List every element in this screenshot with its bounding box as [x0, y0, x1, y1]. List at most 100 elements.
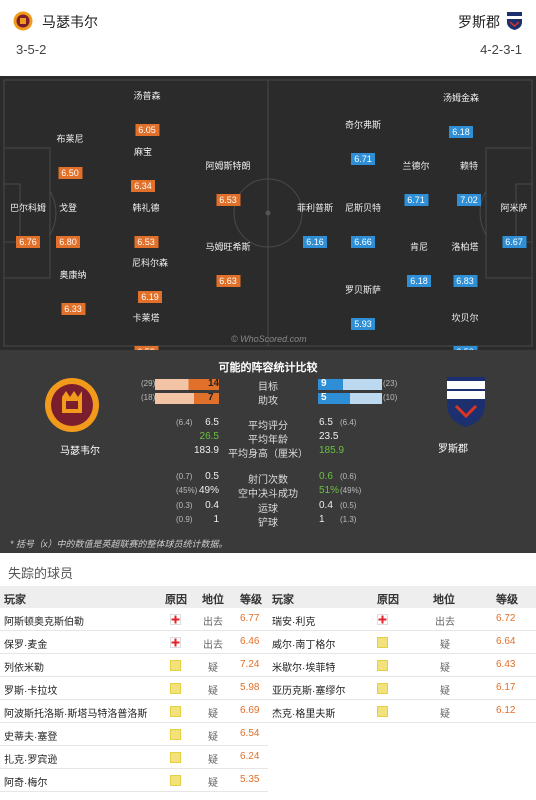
home-stat-value: 7: [208, 392, 214, 403]
missing-player-name[interactable]: 米歇尔·埃菲特: [272, 663, 336, 674]
home-player[interactable]: 阿姆斯特朗 6.53: [205, 160, 251, 208]
home-stat-value: 0.4: [205, 500, 219, 511]
away-stat-value: 5: [321, 392, 327, 403]
table-row[interactable]: 亚历克斯·塞缪尔 疑 6.17: [268, 677, 536, 700]
player-name: 坎贝尔: [451, 313, 479, 323]
away-stat-bar: [318, 379, 382, 390]
player-name: 尼科尔森: [131, 258, 169, 268]
player-rating-badge: 6.33: [60, 303, 85, 315]
home-stat-bar: [155, 379, 219, 390]
away-team-name[interactable]: 罗斯郡: [458, 14, 500, 30]
missing-player-name[interactable]: 罗斯·卡拉坟: [4, 686, 58, 697]
player-rating-badge: 6.76: [15, 236, 40, 248]
away-player[interactable]: 罗贝斯萨 5.93: [345, 284, 381, 332]
away-player[interactable]: 尼斯贝特 6.66: [345, 202, 381, 250]
home-player[interactable]: 奥康纳 6.33: [59, 269, 87, 317]
stat-label: 目标: [258, 382, 278, 393]
missing-player-status: 疑: [208, 755, 218, 766]
home-player[interactable]: 巴尔科姆 6.76: [10, 202, 46, 250]
player-rating-badge: 6.53: [133, 236, 158, 248]
missing-player-status: 疑: [440, 709, 450, 720]
table-row[interactable]: 阿波斯托洛斯·斯塔马特洛普洛斯 疑 6.69: [0, 700, 268, 723]
missing-player-status: 出去: [203, 617, 223, 628]
away-player[interactable]: 奇尔弗斯 6.71: [345, 119, 381, 167]
doubt-status-icon: [377, 637, 388, 648]
player-name: 巴尔科姆: [9, 203, 47, 213]
table-row[interactable]: 罗斯·卡拉坟 疑 5.98: [0, 677, 268, 700]
missing-player-name[interactable]: 亚历克斯·塞缪尔: [272, 686, 346, 697]
stat-label: 助攻: [258, 396, 278, 407]
missing-player-name[interactable]: 列依米勒: [4, 663, 44, 674]
col-player: 玩家: [4, 594, 26, 606]
missing-player-name[interactable]: 阿斯顿奥克斯伯勒: [4, 617, 84, 628]
home-player[interactable]: 戈登 6.80: [56, 202, 80, 250]
away-stat-value: 51%: [319, 485, 340, 496]
table-row[interactable]: 阿奇·梅尔 疑 5.35: [0, 769, 268, 792]
home-player[interactable]: 韩礼德 6.53: [132, 202, 160, 250]
player-rating-badge: 6.18: [448, 126, 473, 138]
table-row[interactable]: 阿斯顿奥克斯伯勒 出去 6.77: [0, 608, 268, 631]
stat-label: 平均年龄: [248, 435, 288, 446]
home-player[interactable]: 麻宝 6.34: [131, 146, 155, 194]
table-row[interactable]: 米歇尔·埃菲特 疑 6.43: [268, 654, 536, 677]
missing-player-name[interactable]: 史蒂夫·塞登: [4, 732, 58, 743]
away-big-crest-icon: [447, 377, 485, 427]
missing-player-name[interactable]: 瑞安·利克: [272, 617, 316, 628]
stat-row: (29) 14 9 (23) 目标: [0, 378, 536, 393]
missing-player-name[interactable]: 威尔·南丁格尔: [272, 640, 336, 651]
player-rating-badge: 6.66: [350, 236, 375, 248]
home-stat-value: 1: [213, 514, 219, 525]
home-player[interactable]: 卡莱塔 6.52: [132, 312, 160, 350]
away-player[interactable]: 洛柏塔 6.83: [451, 241, 479, 289]
missing-player-name[interactable]: 杰克·格里夫斯: [272, 709, 336, 720]
missing-player-name[interactable]: 阿奇·梅尔: [4, 778, 48, 789]
table-row[interactable]: 列依米勒 疑 7.24: [0, 654, 268, 677]
table-row[interactable]: 威尔·南丁格尔 疑 6.64: [268, 631, 536, 654]
home-team-name[interactable]: 马瑟韦尔: [42, 14, 98, 30]
player-rating-badge: 6.63: [215, 275, 240, 287]
table-row[interactable]: 瑞安·利克 出去 6.72: [268, 608, 536, 631]
stat-row: (45%) 49% 51% (49%) 空中决斗成功: [0, 485, 536, 500]
table-row[interactable]: 杰克·格里夫斯 疑 6.12: [268, 700, 536, 723]
missing-player-rating: 6.24: [240, 751, 260, 762]
away-player[interactable]: 坎贝尔 6.50: [451, 312, 479, 350]
player-rating-badge: 6.71: [350, 153, 375, 165]
away-player[interactable]: 菲利普斯 6.16: [297, 202, 333, 250]
away-player[interactable]: 阿米萨 6.67: [500, 202, 528, 250]
player-rating-badge: 6.16: [302, 236, 327, 248]
table-row[interactable]: 扎克·罗宾逊 疑 6.24: [0, 746, 268, 769]
stats-footnote: * 括号（x）中的数值是英超联赛的整体球员统计数据。: [10, 539, 228, 549]
missing-player-rating: 6.43: [496, 659, 516, 670]
away-player[interactable]: 兰德尔 6.71: [402, 160, 430, 208]
player-rating-badge: 6.80: [56, 236, 80, 248]
missing-player-name[interactable]: 扎克·罗宾逊: [4, 755, 58, 766]
away-stat-league: (49%): [340, 486, 362, 495]
stat-row: 26.5 23.5 平均年龄: [0, 431, 536, 446]
col-position: 地位: [433, 594, 455, 606]
away-player[interactable]: 汤姆金森 6.18: [443, 92, 479, 140]
away-stat-value: 9: [321, 378, 327, 389]
stat-label: 平均评分: [248, 421, 288, 432]
home-player[interactable]: 马姆旺希斯 6.63: [205, 241, 251, 289]
col-position: 地位: [202, 594, 224, 606]
missing-player-name[interactable]: 阿波斯托洛斯·斯塔马特洛普洛斯: [4, 709, 148, 720]
away-player[interactable]: 肯尼 6.18: [407, 241, 431, 289]
player-name: 菲利普斯: [296, 203, 334, 213]
player-rating-badge: 6.83: [452, 275, 477, 287]
away-stat-league: (0.5): [340, 501, 357, 510]
missing-player-name[interactable]: 保罗·麦金: [4, 640, 48, 651]
table-row[interactable]: 史蒂夫·塞登 疑 6.54: [0, 723, 268, 746]
table-row[interactable]: 保罗·麦金 出去 6.46: [0, 631, 268, 654]
home-player[interactable]: 布莱尼 6.50: [56, 133, 84, 181]
away-player[interactable]: 赖特 7.02: [457, 160, 481, 208]
player-name: 麻宝: [133, 147, 152, 157]
home-player[interactable]: 尼科尔森 6.19: [132, 257, 168, 305]
missing-players-title: 失踪的球员: [8, 566, 74, 581]
player-rating-badge: 6.18: [407, 275, 431, 287]
player-name: 尼斯贝特: [344, 203, 382, 213]
table-header: 玩家 原因 地位 等级: [0, 586, 268, 608]
player-rating-badge: 7.02: [457, 194, 481, 206]
home-stat-value: 0.5: [205, 471, 219, 482]
home-player[interactable]: 汤普森 6.05: [133, 90, 161, 138]
injury-cross-icon: [170, 614, 181, 625]
